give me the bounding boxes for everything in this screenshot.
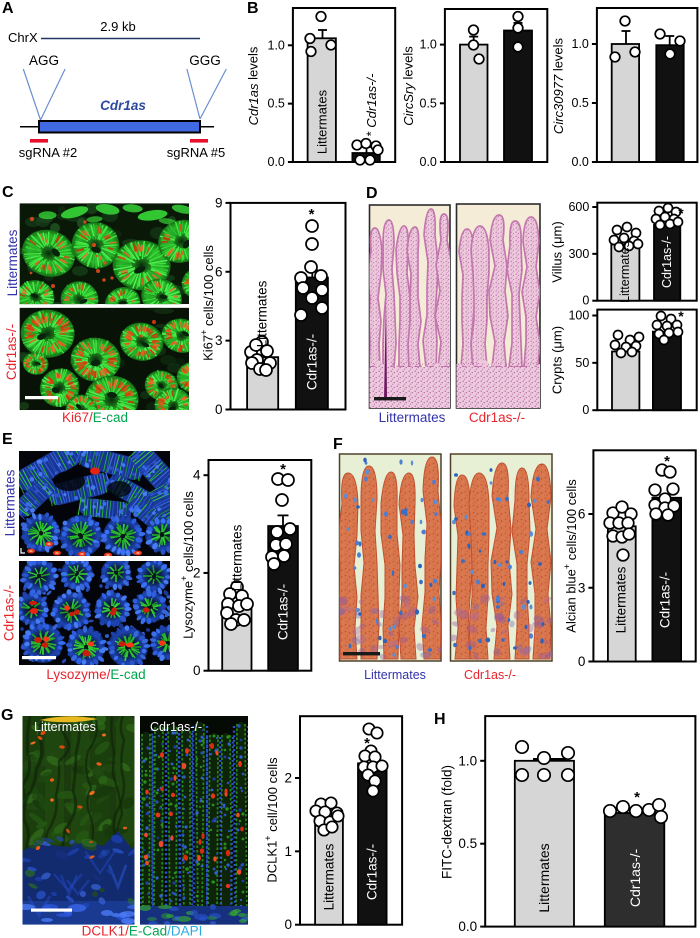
svg-text:FITC-dextran (fold): FITC-dextran (fold): [440, 765, 455, 879]
svg-text:0: 0: [193, 663, 201, 678]
svg-text:Littermates: Littermates: [34, 720, 96, 734]
svg-text:* Cdr1as-/-: * Cdr1as-/-: [364, 73, 379, 137]
svg-text:Littermates: Littermates: [230, 524, 245, 591]
svg-text:sgRNA #2: sgRNA #2: [19, 145, 78, 160]
svg-text:Littermates: Littermates: [379, 410, 446, 425]
svg-text:Cdr1as-/-: Cdr1as-/-: [658, 572, 673, 628]
svg-text:*: *: [664, 453, 670, 470]
svg-text:0.5: 0.5: [458, 836, 477, 851]
svg-text:6: 6: [215, 264, 223, 279]
svg-text:1.0: 1.0: [268, 38, 285, 52]
svg-text:50: 50: [575, 356, 589, 370]
svg-text:Cdr1as-/-: Cdr1as-/-: [150, 720, 202, 734]
svg-text:Cdr1as levels: Cdr1as levels: [246, 46, 261, 125]
svg-text:sgRNA #5: sgRNA #5: [167, 145, 226, 160]
svg-text:CircSry levels: CircSry levels: [401, 46, 416, 126]
svg-text:600: 600: [568, 200, 589, 214]
svg-text:B: B: [247, 0, 259, 17]
svg-text:Ki67+ cells/100 cells: Ki67+ cells/100 cells: [199, 245, 216, 361]
svg-text:0: 0: [578, 654, 586, 669]
svg-text:Littermates: Littermates: [322, 843, 337, 910]
svg-text:6: 6: [578, 507, 586, 522]
svg-text:0.0: 0.0: [420, 155, 437, 169]
svg-text:Alcian blue+ cells/100 cells: Alcian blue+ cells/100 cells: [562, 479, 579, 633]
svg-text:DCLK1/E-Cad/DAPI: DCLK1/E-Cad/DAPI: [82, 924, 203, 938]
svg-text:Littermates: Littermates: [618, 241, 632, 303]
svg-text:ChrX: ChrX: [8, 30, 38, 45]
svg-text:C: C: [2, 184, 14, 201]
svg-text:Littermates: Littermates: [5, 229, 20, 296]
svg-text:Cdr1as-/-: Cdr1as-/-: [2, 585, 17, 641]
svg-text:300: 300: [568, 247, 589, 261]
svg-text:0: 0: [582, 403, 589, 417]
svg-text:Littermates: Littermates: [536, 843, 552, 912]
svg-text:0.0: 0.0: [458, 919, 477, 934]
svg-text:0: 0: [582, 294, 589, 308]
svg-text:1.0: 1.0: [458, 753, 477, 768]
svg-text:Ki67/E-cad: Ki67/E-cad: [62, 410, 128, 425]
svg-text:3: 3: [215, 333, 223, 348]
svg-text:0.0: 0.0: [268, 155, 285, 169]
svg-text:E: E: [2, 431, 13, 448]
svg-text:F: F: [333, 436, 343, 453]
svg-text:1.0: 1.0: [572, 37, 589, 51]
svg-text:D: D: [366, 185, 378, 202]
svg-text:1.0: 1.0: [420, 38, 437, 52]
svg-text:*: *: [678, 205, 684, 221]
svg-text:*: *: [280, 461, 286, 478]
svg-text:0.0: 0.0: [572, 155, 589, 169]
svg-text:Cdr1as-/-: Cdr1as-/-: [627, 848, 643, 907]
svg-text:3: 3: [578, 580, 586, 595]
svg-text:AGG: AGG: [29, 53, 59, 68]
svg-text:Cdr1as-/-: Cdr1as-/-: [365, 844, 380, 900]
svg-text:Lysozyme/E-cad: Lysozyme/E-cad: [46, 667, 145, 682]
svg-text:0: 0: [284, 917, 292, 932]
svg-text:2: 2: [193, 565, 201, 580]
svg-text:0.5: 0.5: [420, 96, 437, 110]
svg-text:0.5: 0.5: [572, 96, 589, 110]
svg-text:Littermates: Littermates: [614, 566, 629, 633]
svg-text:*: *: [364, 735, 370, 752]
svg-text:9: 9: [215, 195, 223, 210]
svg-text:Villus (μm): Villus (μm): [550, 221, 565, 282]
svg-text:Cdr1as-/-: Cdr1as-/-: [469, 410, 525, 425]
svg-text:Littermates: Littermates: [3, 469, 18, 536]
svg-text:Cdr1as-/-: Cdr1as-/-: [464, 668, 516, 682]
svg-text:0.5: 0.5: [268, 97, 285, 111]
svg-text:Cdr1as-/-: Cdr1as-/-: [276, 584, 291, 640]
svg-text:*: *: [678, 308, 684, 324]
svg-text:Cdr1as: Cdr1as: [100, 98, 146, 113]
svg-text:Crypts (μm): Crypts (μm): [550, 326, 565, 394]
svg-text:H: H: [434, 711, 446, 728]
svg-text:Littermates: Littermates: [255, 280, 270, 347]
svg-text:Littermates: Littermates: [315, 89, 330, 154]
svg-text:G: G: [1, 707, 13, 724]
svg-text:100: 100: [568, 309, 589, 323]
svg-text:Cdr1as-/-: Cdr1as-/-: [660, 236, 674, 288]
svg-text:A: A: [2, 0, 14, 17]
svg-text:Lysozyme+ cells/100 cells: Lysozyme+ cells/100 cells: [179, 491, 196, 639]
svg-text:DCLK1+ cell/100 cells: DCLK1+ cell/100 cells: [263, 757, 280, 883]
svg-text:GGG: GGG: [189, 53, 221, 68]
svg-text:*: *: [634, 789, 640, 806]
svg-text:0: 0: [215, 402, 223, 417]
svg-text:2: 2: [284, 771, 292, 786]
svg-text:Littermates: Littermates: [364, 668, 426, 682]
svg-text:Cdr1as-/-: Cdr1as-/-: [4, 324, 19, 380]
svg-text:*: *: [309, 206, 315, 223]
svg-text:1: 1: [284, 844, 292, 859]
svg-text:4: 4: [193, 468, 201, 483]
svg-text:2.9 kb: 2.9 kb: [100, 19, 135, 34]
svg-text:Cdr1as-/-: Cdr1as-/-: [305, 334, 320, 390]
svg-text:Circ30977 levels: Circ30977 levels: [551, 37, 566, 134]
